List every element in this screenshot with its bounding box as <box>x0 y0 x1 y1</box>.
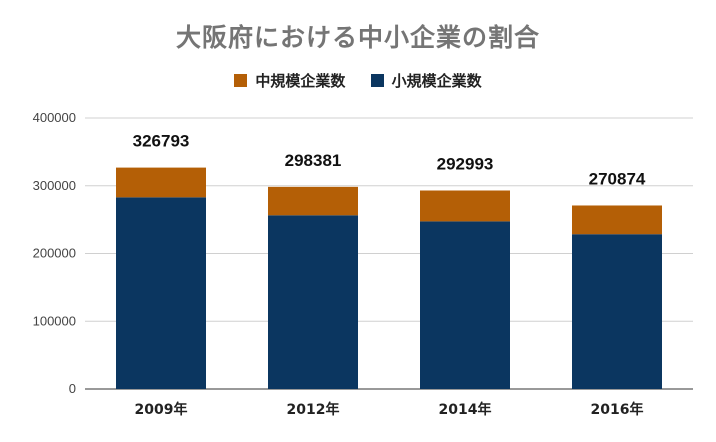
x-tick-label: 2009年 <box>135 401 188 418</box>
x-tick-label: 2012年 <box>287 401 340 418</box>
y-tick-label: 100000 <box>33 313 76 328</box>
legend-label-small: 小規模企業数 <box>391 72 482 90</box>
bar-small-0 <box>116 197 206 389</box>
bar-small-1 <box>268 215 358 389</box>
data-label-total: 326793 <box>133 132 190 151</box>
x-tick-label: 2016年 <box>591 401 644 418</box>
legend-item-small: 小規模企業数 <box>370 70 482 91</box>
bar-small-2 <box>420 221 510 389</box>
y-tick-label: 0 <box>69 381 76 396</box>
legend-swatch-medium <box>234 74 248 87</box>
bar-medium-0 <box>116 167 206 198</box>
chart-title: 大阪府における中小企業の割合 <box>175 23 540 52</box>
bar-medium-1 <box>268 186 358 216</box>
data-label-total: 298381 <box>285 151 342 170</box>
data-label-total: 270874 <box>589 169 646 188</box>
bar-small-3 <box>572 234 662 389</box>
legend-swatch-small <box>370 74 384 87</box>
bar-medium-3 <box>572 205 662 235</box>
legend: 中規模企業数 小規模企業数 <box>0 70 716 91</box>
data-label-total: 292993 <box>437 154 494 173</box>
bar-medium-2 <box>420 190 510 222</box>
x-tick-label: 2014年 <box>439 401 492 418</box>
legend-label-medium: 中規模企業数 <box>255 72 346 90</box>
legend-item-medium: 中規模企業数 <box>234 70 345 91</box>
y-tick-label: 400000 <box>33 110 76 125</box>
y-tick-label: 200000 <box>33 246 76 261</box>
y-tick-label: 300000 <box>33 178 76 193</box>
